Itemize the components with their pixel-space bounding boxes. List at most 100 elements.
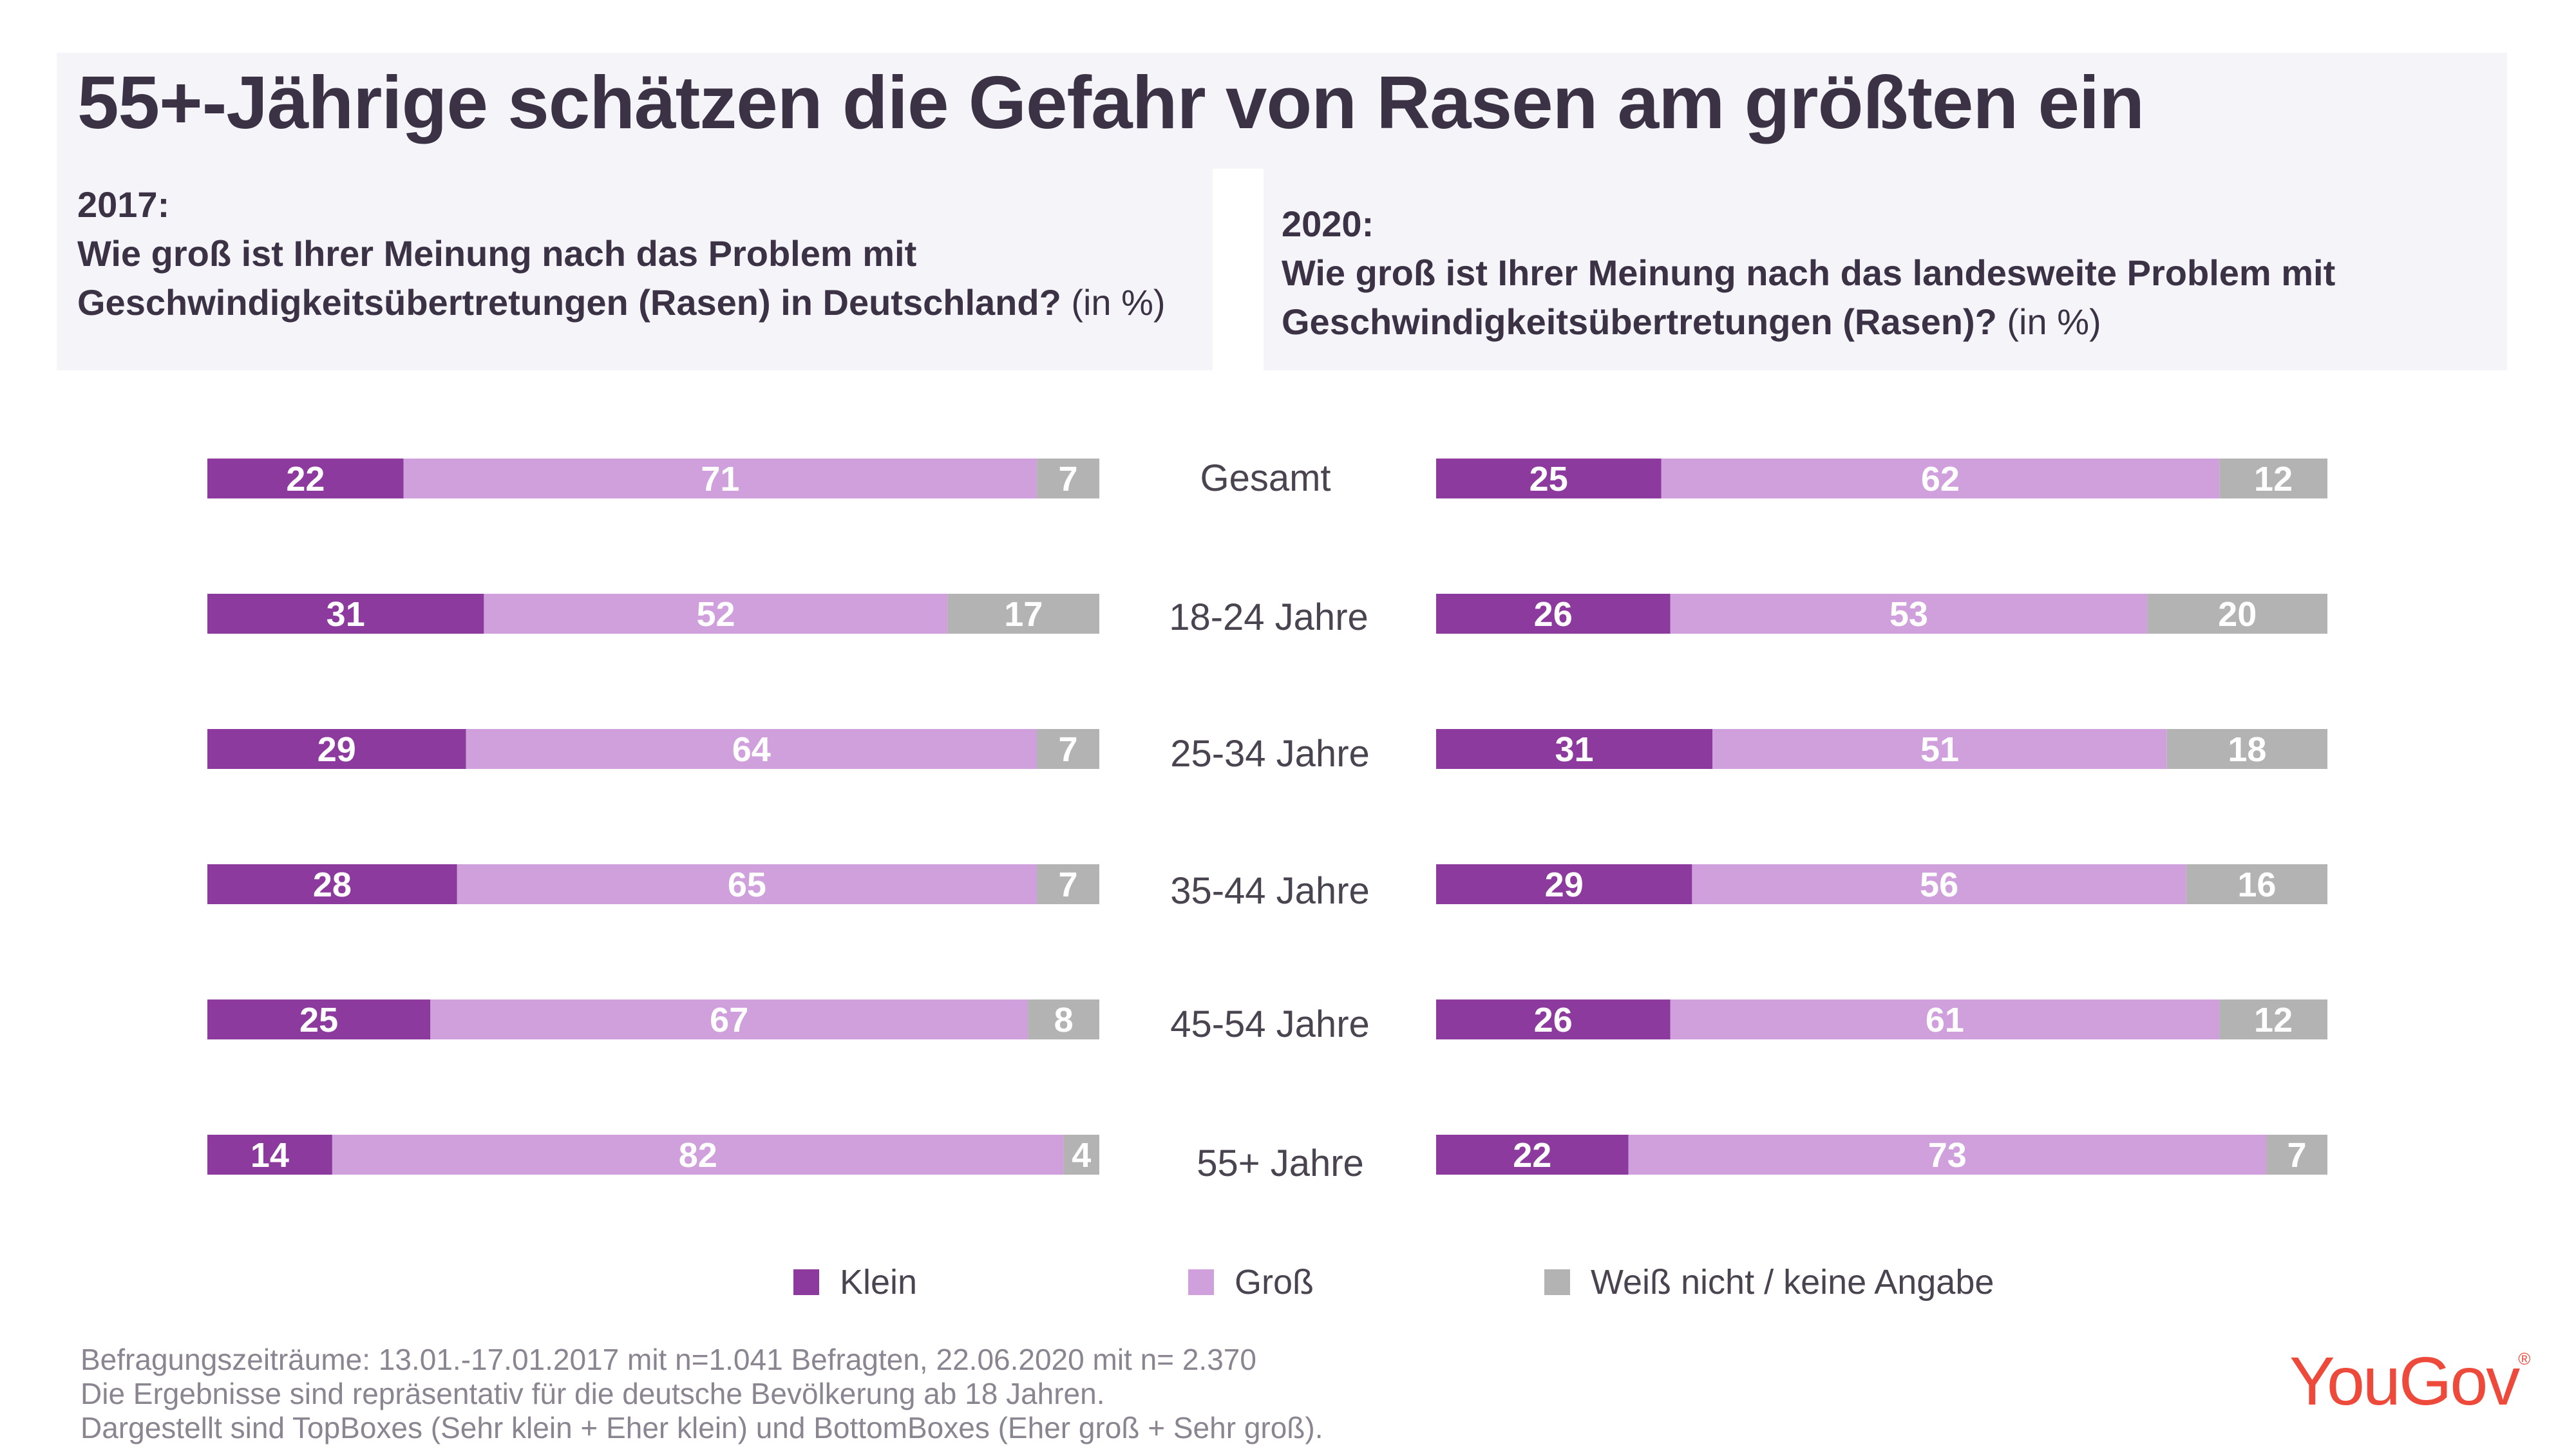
- data-label-2020-klein: 22: [1513, 1136, 1551, 1175]
- bar-2017-gross: [430, 999, 1028, 1039]
- question-2017-year: 2017:: [77, 184, 170, 225]
- panel-2020: 25 62 12 26 53 20 31 51 18 29 56 16 26 61 12 22 73 7: [1436, 459, 2327, 1175]
- data-label-2020-gross: 56: [1920, 866, 1958, 904]
- page-title: 55+-Jährige schätzen die Gefahr von Rase…: [77, 61, 2145, 144]
- data-label-2017-gross: 65: [728, 866, 766, 904]
- data-label-2020-klein: 31: [1555, 730, 1593, 769]
- category-label: 45-54 Jahre: [1170, 1003, 1370, 1045]
- bar-2020-gross: [1670, 999, 2220, 1039]
- data-label-2017-klein: 25: [299, 1001, 338, 1039]
- data-label-2017-gross: 82: [679, 1136, 717, 1175]
- category-label: 35-44 Jahre: [1170, 870, 1370, 912]
- footnote-line: Befragungszeiträume: 13.01.-17.01.2017 m…: [80, 1343, 1256, 1376]
- bar-2020-gross: [1661, 459, 2220, 498]
- data-label-2017-weiss: 8: [1054, 1001, 1074, 1039]
- yougov-logo: YouGov®: [2289, 1343, 2530, 1421]
- data-label-2017-weiss: 17: [1004, 595, 1043, 634]
- bar-2017-klein: [207, 1135, 332, 1175]
- bar-2020-weiss: [2166, 729, 2327, 769]
- bar-2017-weiss: [1037, 729, 1099, 769]
- bar-2020-klein: [1436, 459, 1662, 498]
- bar-2020-klein: [1436, 999, 1671, 1039]
- bar-2017-klein: [207, 999, 431, 1039]
- bar-2020-weiss: [2186, 864, 2327, 904]
- data-label-2017-klein: 22: [286, 460, 325, 498]
- bar-2017-weiss: [1037, 864, 1099, 904]
- bar-2020-weiss: [2219, 459, 2327, 498]
- legend-label-gross: Groß: [1235, 1263, 1314, 1302]
- logo-registered-mark: ®: [2518, 1349, 2531, 1368]
- bar-2017-weiss: [1037, 459, 1100, 498]
- legend-item-weiss: Weiß nicht / keine Angabe: [1544, 1262, 1994, 1302]
- bar-2020-klein: [1436, 1135, 1629, 1175]
- data-label-2020-klein: 25: [1530, 460, 1568, 498]
- data-label-2020-gross: 51: [1920, 730, 1959, 769]
- legend-swatch-weiss: [1544, 1269, 1570, 1295]
- data-label-2017-gross: 67: [710, 1001, 748, 1039]
- bar-2020-gross: [1712, 729, 2167, 769]
- data-label-2017-gross: 71: [701, 460, 739, 498]
- footnote-line: Die Ergebnisse sind repräsentativ für di…: [80, 1377, 1105, 1410]
- data-label-2020-klein: 26: [1534, 1001, 1573, 1039]
- bar-2017-klein: [207, 729, 466, 769]
- footnotes: Befragungszeiträume: 13.01.-17.01.2017 m…: [80, 1343, 1323, 1445]
- legend-label-weiss: Weiß nicht / keine Angabe: [1591, 1263, 1994, 1302]
- category-label: 18-24 Jahre: [1169, 596, 1368, 638]
- legend-item-klein: Klein: [793, 1262, 917, 1302]
- data-label-2020-klein: 26: [1534, 595, 1573, 634]
- bar-2020-klein: [1436, 864, 1692, 904]
- bar-2017-weiss: [1063, 1135, 1099, 1175]
- bar-2020-weiss: [2147, 594, 2327, 634]
- bar-2017-gross: [403, 459, 1037, 498]
- legend-label-klein: Klein: [840, 1263, 918, 1302]
- bar-2017-gross: [466, 729, 1037, 769]
- footnote-line: Dargestellt sind TopBoxes (Sehr klein + …: [80, 1411, 1323, 1444]
- bar-2020-gross: [1628, 1135, 2266, 1175]
- data-label-2020-gross: 73: [1928, 1136, 1967, 1175]
- bar-2020-weiss: [2266, 1135, 2327, 1175]
- data-label-2020-gross: 62: [1921, 460, 1960, 498]
- data-label-2020-weiss: 18: [2228, 730, 2266, 769]
- question-2020-background: [1264, 166, 2507, 370]
- legend-swatch-gross: [1188, 1269, 1214, 1295]
- question-2017-unit: (in %): [1071, 282, 1166, 323]
- bar-2017-klein: [207, 459, 404, 498]
- question-2020: 2020: Wie groß ist Ihrer Meinung nach da…: [1282, 200, 2492, 346]
- bar-2017-weiss: [947, 594, 1099, 634]
- data-label-2017-gross: 52: [696, 595, 735, 634]
- data-label-2020-klein: 29: [1545, 866, 1584, 904]
- data-label-2020-gross: 53: [1889, 595, 1928, 634]
- data-label-2020-weiss: 7: [2287, 1136, 2306, 1175]
- bar-2017-klein: [207, 594, 484, 634]
- panel-2017: 22 71 7 31 52 17 29 64 7 28 65 7 25 67 8 14 82 4: [207, 459, 1100, 1175]
- bar-2017-gross: [332, 1135, 1064, 1175]
- legend-swatch-klein: [793, 1269, 819, 1295]
- data-label-2017-weiss: 4: [1072, 1136, 1091, 1175]
- data-label-2020-gross: 61: [1926, 1001, 1964, 1039]
- bar-2020-klein: [1436, 594, 1671, 634]
- data-label-2017-weiss: 7: [1058, 460, 1077, 498]
- data-label-2017-weiss: 7: [1058, 866, 1077, 904]
- bar-2017-gross: [484, 594, 948, 634]
- category-label: 55+ Jahre: [1197, 1142, 1364, 1184]
- bar-2020-gross: [1692, 864, 2186, 904]
- data-label-2017-gross: 64: [732, 730, 771, 769]
- bar-2017-gross: [457, 864, 1037, 904]
- data-label-2020-weiss: 12: [2254, 460, 2293, 498]
- category-label: Gesamt: [1200, 457, 1331, 499]
- question-2017-text: Wie groß ist Ihrer Meinung nach das Prob…: [77, 233, 1061, 323]
- question-2020-unit: (in %): [2007, 301, 2101, 342]
- legend-item-gross: Groß: [1188, 1262, 1314, 1302]
- logo-text: YouGov: [2289, 1343, 2520, 1419]
- data-label-2020-weiss: 20: [2218, 595, 2257, 634]
- data-label-2020-weiss: 12: [2254, 1001, 2293, 1039]
- bar-2020-weiss: [2219, 999, 2327, 1039]
- bar-2020-klein: [1436, 729, 1712, 769]
- bar-2020-gross: [1670, 594, 2148, 634]
- data-label-2020-weiss: 16: [2237, 866, 2276, 904]
- question-2017-background: [57, 53, 1213, 370]
- bar-2017-weiss: [1028, 999, 1099, 1039]
- question-2020-text: Wie groß ist Ihrer Meinung nach das land…: [1282, 252, 2336, 342]
- data-label-2017-weiss: 7: [1058, 730, 1077, 769]
